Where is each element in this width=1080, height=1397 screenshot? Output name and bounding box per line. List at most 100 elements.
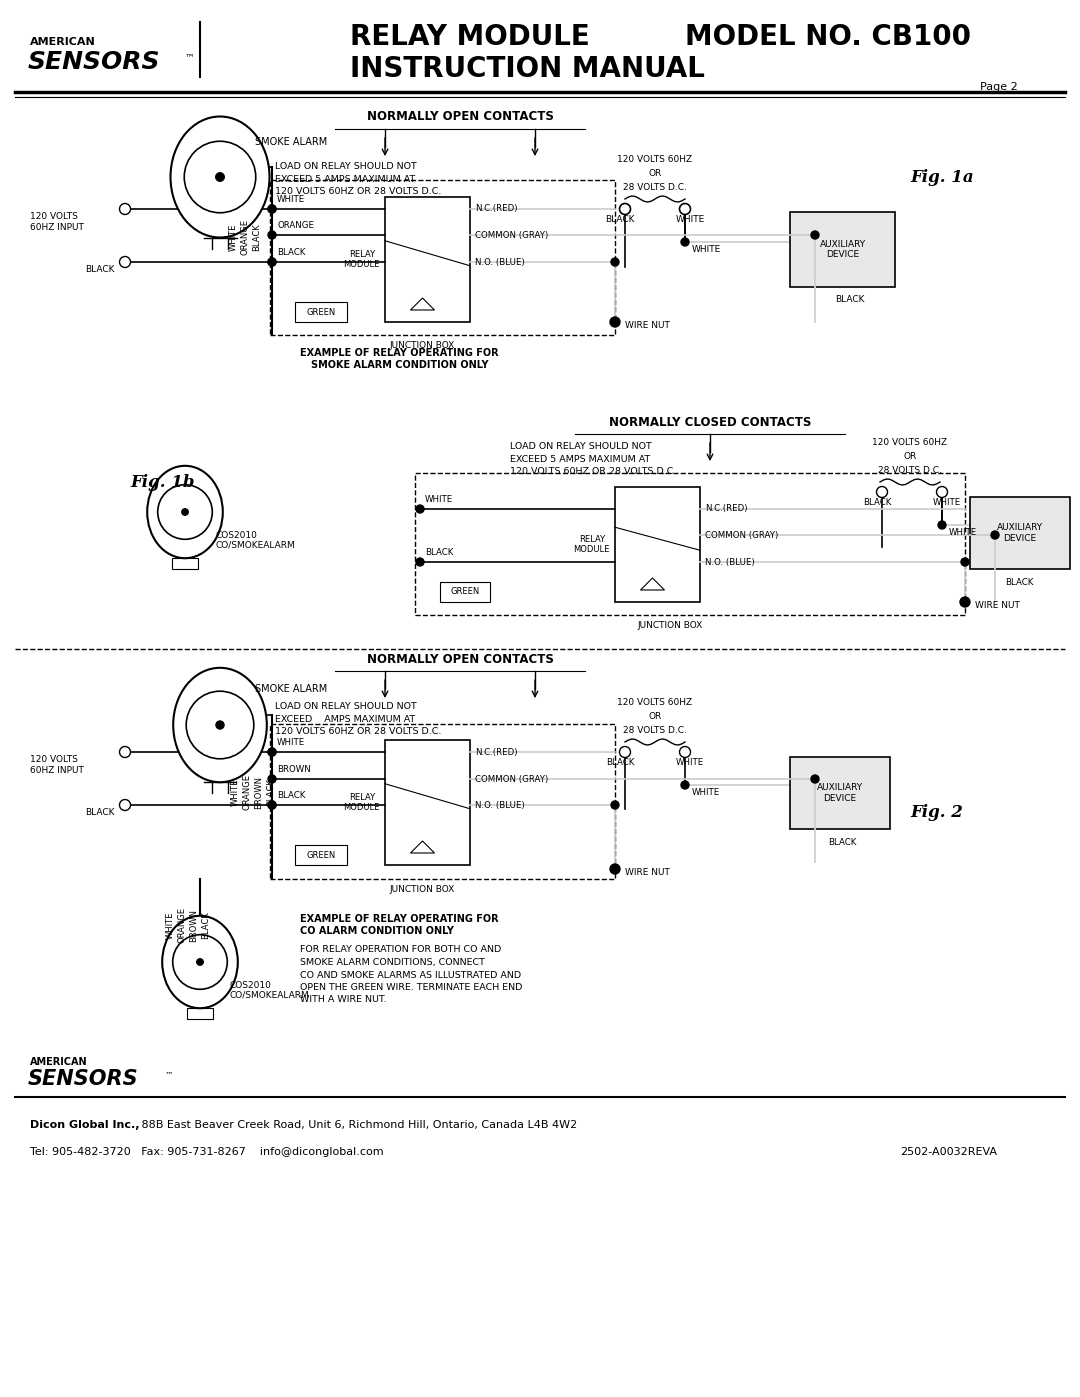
Circle shape bbox=[611, 800, 619, 809]
Text: LOAD ON RELAY SHOULD NOT
EXCEED 5 AMPS MAXIMUM AT
120 VOLTS 60HZ OR 28 VOLTS D.C: LOAD ON RELAY SHOULD NOT EXCEED 5 AMPS M… bbox=[510, 441, 676, 476]
Text: N.O. (BLUE): N.O. (BLUE) bbox=[475, 800, 525, 809]
Text: GREEN: GREEN bbox=[307, 307, 336, 317]
Circle shape bbox=[268, 258, 276, 265]
Text: COS2010: COS2010 bbox=[230, 981, 272, 989]
Text: BLACK: BLACK bbox=[276, 791, 306, 799]
Text: N.C.(RED): N.C.(RED) bbox=[705, 504, 747, 514]
Polygon shape bbox=[410, 298, 434, 310]
Text: WHITE: WHITE bbox=[933, 497, 961, 507]
Text: BLACK: BLACK bbox=[253, 224, 261, 251]
Text: BLACK: BLACK bbox=[426, 548, 454, 556]
Text: N.C.(RED): N.C.(RED) bbox=[475, 747, 517, 757]
Text: LOAD ON RELAY SHOULD NOT
EXCEED 5 AMPS MAXIMUM AT
120 VOLTS 60HZ OR 28 VOLTS D.C: LOAD ON RELAY SHOULD NOT EXCEED 5 AMPS M… bbox=[275, 162, 442, 196]
Text: COMMON (GRAY): COMMON (GRAY) bbox=[475, 231, 549, 239]
Bar bbox=[789, 757, 890, 828]
Text: N.O. (BLUE): N.O. (BLUE) bbox=[475, 257, 525, 267]
Text: RELAY MODULE: RELAY MODULE bbox=[350, 22, 590, 52]
Text: CO/SMOKEALARM: CO/SMOKEALARM bbox=[215, 541, 295, 549]
Text: WHITE: WHITE bbox=[676, 757, 704, 767]
Text: ORANGE: ORANGE bbox=[177, 907, 187, 943]
Text: BROWN: BROWN bbox=[189, 908, 199, 942]
Text: ORANGE: ORANGE bbox=[243, 774, 252, 810]
Circle shape bbox=[185, 141, 256, 212]
Text: BLACK: BLACK bbox=[1005, 577, 1034, 587]
Text: 120 VOLTS 60HZ: 120 VOLTS 60HZ bbox=[873, 437, 947, 447]
Text: BLACK: BLACK bbox=[276, 247, 306, 257]
Bar bbox=[270, 180, 615, 335]
Text: BLACK: BLACK bbox=[606, 757, 634, 767]
Circle shape bbox=[216, 721, 225, 729]
Polygon shape bbox=[640, 578, 664, 590]
Text: WHITE: WHITE bbox=[426, 495, 454, 503]
Circle shape bbox=[268, 747, 276, 756]
Circle shape bbox=[268, 775, 276, 782]
Bar bbox=[789, 212, 895, 286]
Text: NORMALLY OPEN CONTACTS: NORMALLY OPEN CONTACTS bbox=[366, 110, 553, 123]
Bar bbox=[415, 474, 966, 615]
Text: Dicon Global Inc.,: Dicon Global Inc., bbox=[30, 1120, 139, 1130]
Text: WHITE: WHITE bbox=[230, 778, 240, 806]
Circle shape bbox=[268, 800, 276, 809]
Circle shape bbox=[158, 485, 213, 539]
Text: ™: ™ bbox=[185, 52, 194, 61]
Text: ™: ™ bbox=[165, 1070, 174, 1080]
Bar bbox=[295, 302, 347, 321]
Circle shape bbox=[991, 531, 999, 539]
Text: 120 VOLTS 60HZ: 120 VOLTS 60HZ bbox=[618, 155, 692, 163]
Text: NORMALLY OPEN CONTACTS: NORMALLY OPEN CONTACTS bbox=[366, 652, 553, 665]
Circle shape bbox=[268, 205, 276, 212]
Text: SMOKE ALARM: SMOKE ALARM bbox=[255, 685, 327, 694]
Text: AMERICAN: AMERICAN bbox=[30, 36, 96, 47]
Text: 28 VOLTS D.C.: 28 VOLTS D.C. bbox=[623, 725, 687, 735]
Text: WHITE: WHITE bbox=[276, 194, 306, 204]
Text: N.C.(RED): N.C.(RED) bbox=[475, 204, 517, 214]
Circle shape bbox=[679, 746, 690, 757]
Text: SENSORS: SENSORS bbox=[28, 50, 161, 74]
Text: JUNCTION BOX: JUNCTION BOX bbox=[637, 620, 703, 630]
Text: CO/SMOKEALARM: CO/SMOKEALARM bbox=[230, 990, 310, 999]
Text: COMMON (GRAY): COMMON (GRAY) bbox=[705, 531, 779, 539]
Text: FOR RELAY OPERATION FOR BOTH CO AND
SMOKE ALARM CONDITIONS, CONNECT
CO AND SMOKE: FOR RELAY OPERATION FOR BOTH CO AND SMOK… bbox=[300, 946, 523, 1004]
Text: INSTRUCTION MANUAL: INSTRUCTION MANUAL bbox=[350, 54, 705, 82]
Bar bbox=[270, 724, 615, 879]
Bar bbox=[970, 497, 1070, 569]
Text: MODEL NO. CB100: MODEL NO. CB100 bbox=[685, 22, 971, 52]
Text: 120 VOLTS
60HZ INPUT: 120 VOLTS 60HZ INPUT bbox=[30, 212, 84, 232]
Text: ORANGE: ORANGE bbox=[241, 219, 249, 256]
Bar bbox=[440, 583, 490, 602]
Bar bbox=[188, 1009, 213, 1018]
Text: 120 VOLTS
60HZ INPUT: 120 VOLTS 60HZ INPUT bbox=[30, 756, 84, 775]
Text: WHITE: WHITE bbox=[276, 738, 306, 746]
Circle shape bbox=[679, 204, 690, 215]
Circle shape bbox=[961, 557, 969, 566]
Text: WHITE: WHITE bbox=[229, 224, 238, 250]
Text: BROWN: BROWN bbox=[276, 764, 311, 774]
Ellipse shape bbox=[171, 116, 270, 237]
Text: 120 VOLTS 60HZ: 120 VOLTS 60HZ bbox=[618, 697, 692, 707]
Text: 28 VOLTS D.C.: 28 VOLTS D.C. bbox=[878, 465, 942, 475]
Bar bbox=[615, 488, 700, 602]
Text: AUXILIARY
DEVICE: AUXILIARY DEVICE bbox=[997, 524, 1043, 542]
Text: ORANGE: ORANGE bbox=[276, 221, 314, 229]
Text: AMERICAN: AMERICAN bbox=[30, 1058, 87, 1067]
Circle shape bbox=[268, 800, 276, 809]
Text: GREEN: GREEN bbox=[307, 851, 336, 859]
Circle shape bbox=[197, 958, 203, 965]
Bar bbox=[384, 197, 470, 321]
Circle shape bbox=[681, 781, 689, 789]
Text: 88B East Beaver Creek Road, Unit 6, Richmond Hill, Ontario, Canada L4B 4W2: 88B East Beaver Creek Road, Unit 6, Rich… bbox=[138, 1120, 577, 1130]
Text: BLACK: BLACK bbox=[835, 295, 864, 303]
Circle shape bbox=[936, 486, 947, 497]
Text: Page 2: Page 2 bbox=[980, 82, 1017, 92]
Text: SENSORS: SENSORS bbox=[28, 1069, 138, 1090]
Circle shape bbox=[186, 692, 254, 759]
Text: BLACK: BLACK bbox=[85, 807, 114, 816]
Circle shape bbox=[610, 317, 620, 327]
Text: BLACK: BLACK bbox=[605, 215, 635, 224]
Text: WHITE: WHITE bbox=[949, 528, 977, 536]
Circle shape bbox=[268, 747, 276, 756]
Text: WHITE: WHITE bbox=[165, 911, 175, 939]
Text: EXAMPLE OF RELAY OPERATING FOR
SMOKE ALARM CONDITION ONLY: EXAMPLE OF RELAY OPERATING FOR SMOKE ALA… bbox=[300, 348, 499, 370]
Text: Fig. 1a: Fig. 1a bbox=[910, 169, 974, 186]
Text: OR: OR bbox=[648, 169, 662, 177]
